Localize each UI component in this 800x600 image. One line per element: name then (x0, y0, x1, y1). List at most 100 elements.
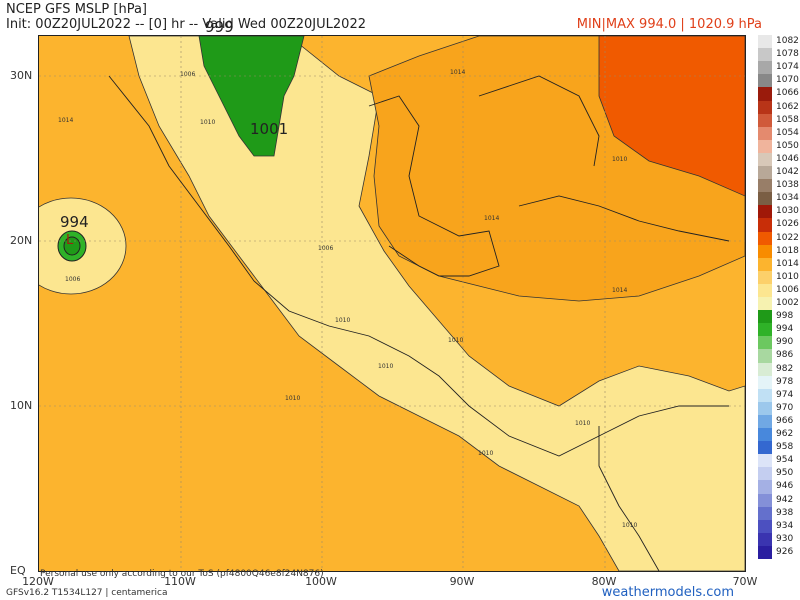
pressure-region-1006 (128, 36, 745, 571)
colorbar-cell (758, 414, 772, 429)
colorbar-level-label: 954 (776, 455, 794, 466)
colorbar-level-label: 950 (776, 468, 794, 479)
min-max-readout: MIN|MAX 994.0 | 1020.9 hPa (576, 17, 762, 32)
colorbar-cell (758, 270, 772, 285)
colorbar-level-label: 1030 (776, 206, 799, 217)
colorbar-cell (758, 441, 772, 455)
chart-title: NCEP GFS MSLP [hPa] (6, 2, 147, 17)
lon-label-90w: 90W (449, 575, 475, 588)
colorbar-level-label: 958 (776, 442, 794, 453)
colorbar-level-label: 1026 (776, 219, 799, 230)
low-pressure-value-mexico: 1001 (250, 120, 289, 138)
low-pressure-value-pacific: 994 (60, 213, 89, 231)
isobar-label: 1014 (58, 117, 74, 124)
colorbar-cell (758, 48, 772, 62)
colorbar-level-label: 962 (776, 429, 794, 439)
colorbar-level-label: 930 (776, 533, 794, 544)
lon-label-110w: 110W (164, 575, 196, 588)
colorbar-cell (758, 454, 772, 468)
colorbar-cell (758, 532, 772, 547)
isobar-label: 1014 (612, 287, 628, 294)
colorbar-level-label: 966 (776, 415, 794, 426)
colorbar-cell (758, 519, 772, 534)
colorbar-level-label: 946 (776, 481, 794, 492)
isobar-label: 1010 (448, 337, 464, 344)
model-info: GFSv16.2 T1534L127 | centamerica (6, 588, 168, 598)
colorbar-cell (758, 87, 772, 101)
colorbar-cell (758, 401, 772, 416)
colorbar-cell (758, 323, 772, 337)
colorbar-cell (758, 480, 772, 494)
low-pressure-value-north: 999 (205, 18, 234, 36)
colorbar-cell (758, 257, 772, 272)
colorbar-cell (758, 126, 772, 141)
low-center-symbol: L (66, 233, 74, 248)
isobar-label: 1014 (450, 69, 466, 76)
colorbar-level-label: 1054 (776, 127, 799, 138)
colorbar-level-label: 1022 (776, 232, 799, 243)
colorbar-cell (758, 152, 772, 167)
colorbar-level-label: 1042 (776, 167, 799, 177)
colorbar-level-label: 934 (776, 520, 794, 531)
isobar-label: 1010 (575, 420, 591, 427)
init-valid-line: Init: 00Z20JUL2022 -- [0] hr -- Valid We… (6, 17, 366, 32)
colorbar-cell (758, 310, 772, 324)
colorbar-level-label: 1018 (776, 245, 799, 256)
lat-label-30n: 30N (10, 69, 33, 82)
isobar-label: 1010 (285, 395, 301, 402)
colorbar-cell (758, 35, 772, 49)
lon-label-70w: 70W (732, 575, 758, 588)
isobar-label: 1010 (335, 317, 351, 324)
isobar-label: 1006 (65, 276, 81, 283)
colorbar-cell (758, 375, 772, 390)
colorbar-cell (758, 100, 772, 115)
colorbar-cell (758, 113, 772, 128)
colorbar-level-label: 1050 (776, 140, 799, 151)
colorbar-cell (758, 74, 772, 88)
colorbar-level-label: 990 (776, 337, 794, 348)
isobar-label: 1010 (200, 119, 216, 126)
colorbar-cell (758, 506, 772, 521)
colorbar-level-label: 982 (776, 363, 794, 374)
colorbar-level-label: 926 (776, 546, 794, 557)
colorbar-cell (758, 179, 772, 193)
isobar-label: 1014 (484, 215, 500, 222)
brand-link[interactable]: weathermodels.com (601, 585, 734, 600)
colorbar-level-label: 978 (776, 376, 794, 387)
pacific-low-core (63, 236, 81, 256)
colorbar-cell (758, 166, 772, 180)
colorbar-cell (758, 218, 772, 232)
colorbar-level-label: 970 (776, 402, 794, 413)
colorbar-cell (758, 283, 772, 298)
colorbar-cell (758, 244, 772, 259)
colorbar-cell (758, 297, 772, 311)
colorbar-level-label: 1078 (776, 49, 799, 60)
colorbar-cell (758, 231, 772, 246)
colorbar-cell (758, 467, 772, 481)
isobar-label: 1010 (622, 522, 638, 529)
colorbar-level-label: 994 (776, 324, 794, 335)
colorbar-level-label: 998 (776, 311, 794, 322)
colorbar-cell (758, 493, 772, 508)
low-pressure-region-north (198, 36, 305, 157)
colorbar-level-label: 1006 (776, 284, 799, 295)
colorbar-cell (758, 349, 772, 363)
colorbar-level-label: 1046 (776, 153, 799, 164)
pressure-map (38, 35, 746, 572)
colorbar-level-label: 1014 (776, 258, 799, 269)
colorbar-level-label: 1038 (776, 180, 799, 191)
colorbar-level-label: 974 (776, 389, 794, 400)
colorbar-cell (758, 336, 772, 350)
colorbar-level-label: 1034 (776, 193, 799, 204)
lat-label-eq: EQ (10, 564, 26, 577)
isobar-label: 1010 (478, 450, 494, 457)
colorbar-level-label: 986 (776, 350, 794, 361)
colorbar-level-label: 1010 (776, 271, 799, 282)
colorbar-cell (758, 205, 772, 219)
colorbar-level-label: 1082 (776, 36, 799, 46)
colorbar-cell (758, 192, 772, 206)
colorbar-level-label: 1070 (776, 75, 799, 86)
colorbar-cell (758, 545, 772, 560)
isobar-label: 1006 (318, 245, 334, 252)
isobar-label: 1006 (180, 71, 196, 78)
